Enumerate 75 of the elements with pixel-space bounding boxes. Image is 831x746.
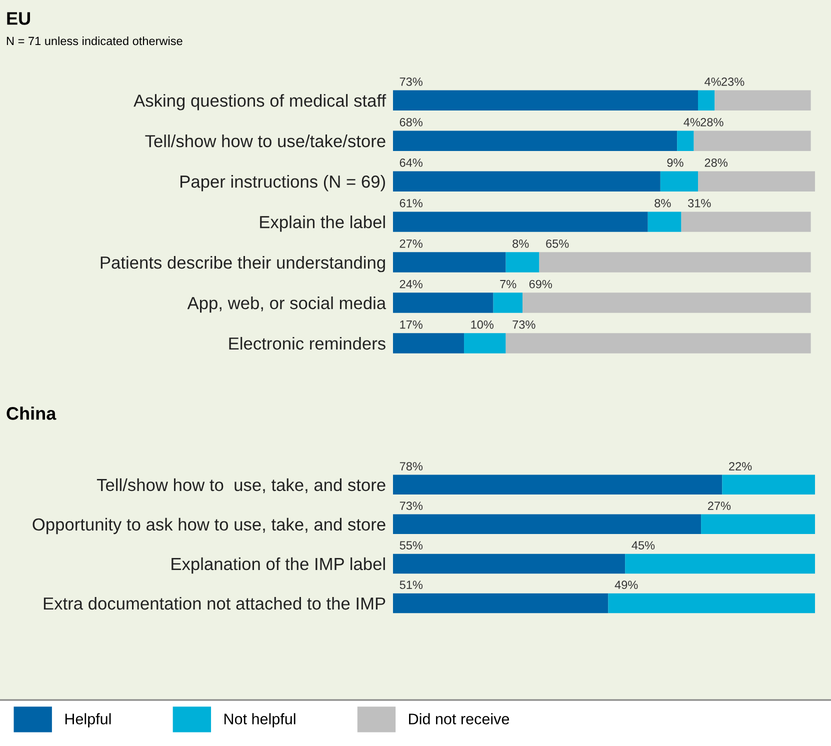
bar bbox=[522, 292, 811, 313]
legend-label: Not helpful bbox=[224, 713, 296, 728]
bar bbox=[393, 212, 648, 232]
bar bbox=[393, 90, 698, 110]
bar bbox=[393, 130, 678, 151]
data-label: 65% bbox=[546, 239, 569, 248]
bar bbox=[681, 212, 811, 232]
bar bbox=[660, 171, 698, 192]
y-tick-label: Explanation of the IMP label bbox=[172, 557, 385, 574]
text: China bbox=[6, 406, 56, 420]
data-label: 24% bbox=[400, 280, 422, 288]
data-label: 28% bbox=[700, 118, 724, 126]
data-label: 10% bbox=[471, 320, 494, 329]
bar bbox=[608, 593, 815, 614]
bar bbox=[393, 333, 464, 354]
legend-label: Did not receive bbox=[409, 713, 510, 724]
y-tick-label: Asking questions of medical staff bbox=[134, 94, 386, 110]
bar bbox=[714, 90, 811, 110]
bar bbox=[625, 554, 815, 574]
data-label: 61% bbox=[400, 198, 422, 208]
y-tick-label: Explain the label bbox=[260, 216, 385, 232]
bar bbox=[648, 212, 682, 232]
bar bbox=[464, 333, 506, 354]
bar bbox=[701, 514, 815, 534]
legend-label: Helpful bbox=[65, 713, 111, 728]
bar bbox=[698, 171, 815, 192]
data-label: 28% bbox=[704, 158, 728, 167]
y-tick-label: App, web, or social media bbox=[187, 296, 386, 313]
bar bbox=[393, 252, 506, 272]
text: N = 71 unless indicated otherwise bbox=[6, 36, 182, 46]
y-tick-label: Electronic reminders bbox=[229, 336, 386, 350]
bar bbox=[722, 474, 815, 495]
bar bbox=[506, 252, 540, 272]
data-label: 9% bbox=[667, 158, 684, 167]
data-label: 73% bbox=[512, 320, 536, 329]
data-label: 27% bbox=[708, 502, 731, 510]
data-label: 73% bbox=[400, 502, 423, 510]
bar bbox=[506, 333, 811, 354]
bar bbox=[539, 252, 811, 272]
data-label: 17% bbox=[400, 320, 422, 329]
data-label: 78% bbox=[400, 462, 423, 470]
data-label: 45% bbox=[632, 541, 655, 550]
data-label: 8% bbox=[512, 239, 529, 248]
bar bbox=[694, 130, 811, 151]
y-tick-label: Opportunity to ask how to use, take, and store bbox=[32, 518, 386, 534]
bar bbox=[393, 292, 494, 313]
data-label: 23% bbox=[722, 78, 744, 86]
y-tick-label: Patients describe their understanding bbox=[100, 256, 385, 272]
y-tick-label: Paper instructions (N = 69) bbox=[180, 175, 385, 192]
bar bbox=[393, 514, 702, 534]
data-label: 31% bbox=[688, 198, 711, 208]
y-tick-label: Tell/show how to use, take, and store bbox=[96, 478, 386, 494]
bar bbox=[393, 474, 722, 495]
data-label: 4% bbox=[704, 78, 721, 86]
data-label: 55% bbox=[400, 541, 423, 550]
data-label: 49% bbox=[614, 580, 638, 590]
bar bbox=[677, 130, 694, 151]
data-label: 64% bbox=[400, 158, 422, 167]
data-label: 73% bbox=[400, 78, 422, 86]
data-label: 68% bbox=[400, 118, 422, 126]
text: EU bbox=[7, 12, 30, 25]
y-tick-label: Tell/show how to use/take/store bbox=[145, 134, 386, 148]
bar bbox=[493, 292, 523, 313]
data-label: 7% bbox=[500, 280, 516, 288]
bar bbox=[393, 171, 660, 192]
bar bbox=[393, 554, 626, 574]
data-label: 4% bbox=[684, 118, 700, 126]
data-label: 22% bbox=[729, 462, 752, 470]
y-tick-label: Extra documentation not attached to the IMP bbox=[44, 596, 386, 610]
data-label: 51% bbox=[400, 580, 423, 590]
bar bbox=[698, 90, 715, 110]
data-label: 27% bbox=[400, 239, 422, 248]
bar bbox=[393, 593, 608, 614]
data-label: 8% bbox=[654, 198, 671, 208]
data-label: 69% bbox=[529, 280, 552, 288]
